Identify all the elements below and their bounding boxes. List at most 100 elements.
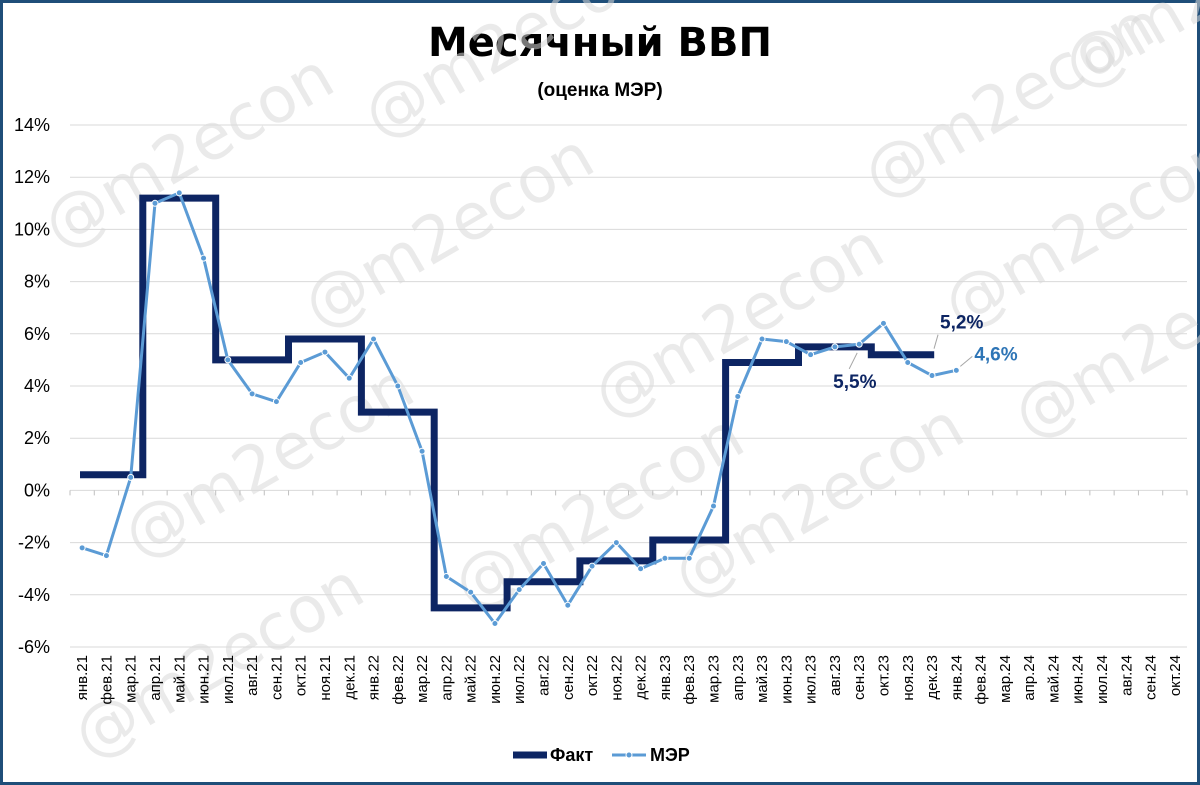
series-point-mer bbox=[200, 254, 208, 262]
watermark-text: @m2econ bbox=[111, 349, 426, 574]
annotation-leader bbox=[848, 352, 858, 370]
annotation-label: 5,5% bbox=[833, 372, 876, 393]
series-point-mer bbox=[515, 586, 523, 594]
series-point-mer bbox=[831, 343, 839, 351]
y-tick-label: -2% bbox=[18, 533, 50, 553]
chart-title: Месячный ВВП bbox=[427, 20, 772, 66]
series-point-mer bbox=[734, 392, 742, 400]
series-point-mer bbox=[782, 338, 790, 346]
x-tick-label: янв.22 bbox=[366, 655, 383, 700]
x-tick-label: мар.22 bbox=[414, 655, 431, 703]
x-tick-label: май.21 bbox=[171, 655, 188, 703]
watermark-text: @m2econ bbox=[291, 119, 606, 344]
x-tick-label: авг.23 bbox=[827, 655, 844, 696]
series-point-mer bbox=[297, 359, 305, 367]
legend-label-fact: Факт bbox=[550, 745, 593, 765]
x-tick-label: сен.24 bbox=[1143, 655, 1160, 700]
x-tick-label: окт.24 bbox=[1167, 655, 1184, 696]
series-point-mer bbox=[855, 340, 863, 348]
x-tick-label: дек.23 bbox=[924, 655, 941, 700]
watermark-text: @m2econ bbox=[31, 39, 346, 264]
series-point-mer bbox=[127, 473, 135, 481]
x-tick-label: авг.21 bbox=[244, 655, 261, 696]
x-tick-label: фев.24 bbox=[973, 655, 990, 705]
y-tick-label: 10% bbox=[14, 219, 50, 239]
series-point-mer bbox=[588, 562, 596, 570]
x-tick-label: июл.23 bbox=[803, 655, 820, 704]
series-point-mer bbox=[709, 502, 717, 510]
series-point-mer bbox=[952, 366, 960, 374]
series-point-mer bbox=[612, 539, 620, 547]
series-point-mer bbox=[904, 359, 912, 367]
x-tick-label: мар.24 bbox=[997, 655, 1014, 703]
x-tick-label: авг.24 bbox=[1118, 655, 1135, 696]
y-tick-label: 12% bbox=[14, 167, 50, 187]
x-tick-label: июн.21 bbox=[196, 655, 213, 704]
x-tick-label: дек.21 bbox=[341, 655, 358, 700]
y-tick-label: -4% bbox=[18, 585, 50, 605]
x-tick-label: апр.23 bbox=[730, 655, 747, 701]
series-point-mer bbox=[540, 559, 548, 567]
series-line-fact bbox=[80, 194, 935, 612]
series-point-mer bbox=[102, 552, 110, 560]
series-point-mer bbox=[345, 374, 353, 382]
series-point-mer bbox=[564, 601, 572, 609]
series-point-mer bbox=[661, 554, 669, 562]
legend: Факт МЭР bbox=[513, 745, 690, 765]
x-tick-label: окт.21 bbox=[293, 655, 310, 696]
x-tick-label: июн.23 bbox=[778, 655, 795, 704]
y-tick-label: 14% bbox=[14, 115, 50, 135]
x-tick-label: сен.21 bbox=[268, 655, 285, 700]
annotation-label: 5,2% bbox=[940, 313, 983, 334]
watermark-text: @m2econ bbox=[351, 0, 666, 154]
x-tick-label: апр.21 bbox=[147, 655, 164, 701]
x-tick-label: июл.22 bbox=[511, 655, 528, 704]
x-tick-label: мар.23 bbox=[705, 655, 722, 703]
series-point-mer bbox=[807, 351, 815, 359]
x-tick-label: мар.21 bbox=[123, 655, 140, 703]
annotation-leader bbox=[933, 334, 939, 349]
series-point-mer bbox=[491, 620, 499, 628]
series-point-mer bbox=[321, 348, 329, 356]
y-tick-label: 2% bbox=[24, 428, 50, 448]
legend-marker-mer bbox=[625, 751, 633, 759]
x-tick-label: июн.22 bbox=[487, 655, 504, 704]
y-axis: -6% -4% -2% 0% 2% 4% 6% 8% 10% 12% 14% bbox=[14, 115, 50, 657]
series-point-mer bbox=[758, 335, 766, 343]
series-point-mer bbox=[418, 447, 426, 455]
series-point-mer bbox=[685, 554, 693, 562]
legend-label-mer: МЭР bbox=[650, 745, 690, 765]
series-point-mer bbox=[175, 189, 183, 197]
x-tick-label: ноя.21 bbox=[317, 655, 334, 701]
x-tick-label: сен.22 bbox=[560, 655, 577, 700]
y-tick-label: 6% bbox=[24, 324, 50, 344]
x-tick-label: июл.24 bbox=[1094, 655, 1111, 704]
y-tick-label: -6% bbox=[18, 637, 50, 657]
y-tick-label: 8% bbox=[24, 272, 50, 292]
x-tick-label: июл.21 bbox=[220, 655, 237, 704]
x-axis: янв.21 фев.21 мар.21 апр.21 май.21 июн.21 июл.… bbox=[69, 490, 1188, 705]
annotation-leader bbox=[959, 355, 973, 367]
series-point-mer bbox=[151, 199, 159, 207]
series-point-mer bbox=[272, 398, 280, 406]
x-tick-label: янв.24 bbox=[948, 655, 965, 700]
watermark-text: @m2econ bbox=[581, 209, 896, 434]
series-layer bbox=[78, 189, 960, 628]
x-tick-label: окт.23 bbox=[875, 655, 892, 696]
series-point-mer bbox=[224, 356, 232, 364]
x-tick-label: апр.22 bbox=[438, 655, 455, 701]
x-tick-label: фев.21 bbox=[98, 655, 115, 705]
x-tick-label: ноя.23 bbox=[900, 655, 917, 701]
x-tick-label: сен.23 bbox=[851, 655, 868, 700]
series-point-mer bbox=[248, 390, 256, 398]
series-point-mer bbox=[879, 319, 887, 327]
series-point-mer bbox=[370, 335, 378, 343]
x-tick-label: фев.23 bbox=[681, 655, 698, 705]
x-tick-label: авг.22 bbox=[536, 655, 553, 696]
x-tick-label: июн.24 bbox=[1070, 655, 1087, 704]
x-tick-label: янв.21 bbox=[74, 655, 91, 700]
gridlines bbox=[70, 124, 1187, 648]
series-point-mer bbox=[394, 382, 402, 390]
x-tick-label: фев.22 bbox=[390, 655, 407, 705]
